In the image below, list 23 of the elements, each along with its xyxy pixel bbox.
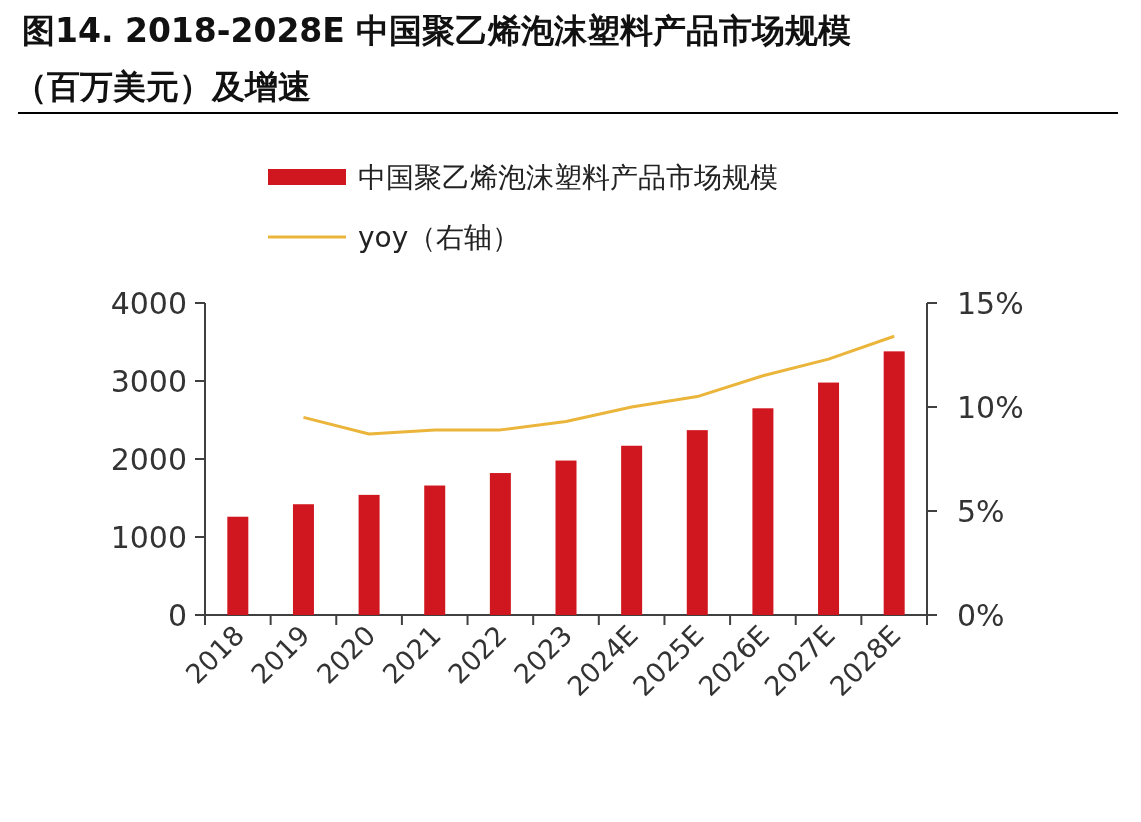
bar — [555, 460, 577, 615]
chart-title: 图14. 2018-2028E 中国聚乙烯泡沫塑料产品市场规模（百万美元）及增速 — [14, 11, 852, 106]
y2-tick-label: 0% — [957, 598, 1005, 633]
y-tick-label: 2000 — [110, 442, 187, 477]
bar — [883, 351, 905, 615]
y-tick-label: 4000 — [110, 286, 187, 321]
bar — [358, 494, 380, 615]
bar — [818, 382, 840, 615]
y2-tick-label: 10% — [957, 390, 1024, 425]
y-tick-label: 0 — [167, 598, 187, 633]
y2-tick-label: 5% — [957, 494, 1005, 529]
legend-label: 中国聚乙烯泡沫塑料产品市场规模 — [358, 161, 778, 194]
y-tick-label: 1000 — [110, 520, 187, 555]
y2-tick-label: 15% — [957, 286, 1024, 321]
bar — [686, 430, 708, 615]
bar — [621, 445, 643, 615]
bar — [752, 408, 774, 615]
y-tick-label: 3000 — [110, 364, 187, 399]
bar — [489, 473, 511, 615]
bar — [424, 485, 446, 615]
bar — [292, 504, 314, 615]
bar — [227, 516, 249, 615]
legend-label: yoy（右轴） — [358, 221, 521, 254]
